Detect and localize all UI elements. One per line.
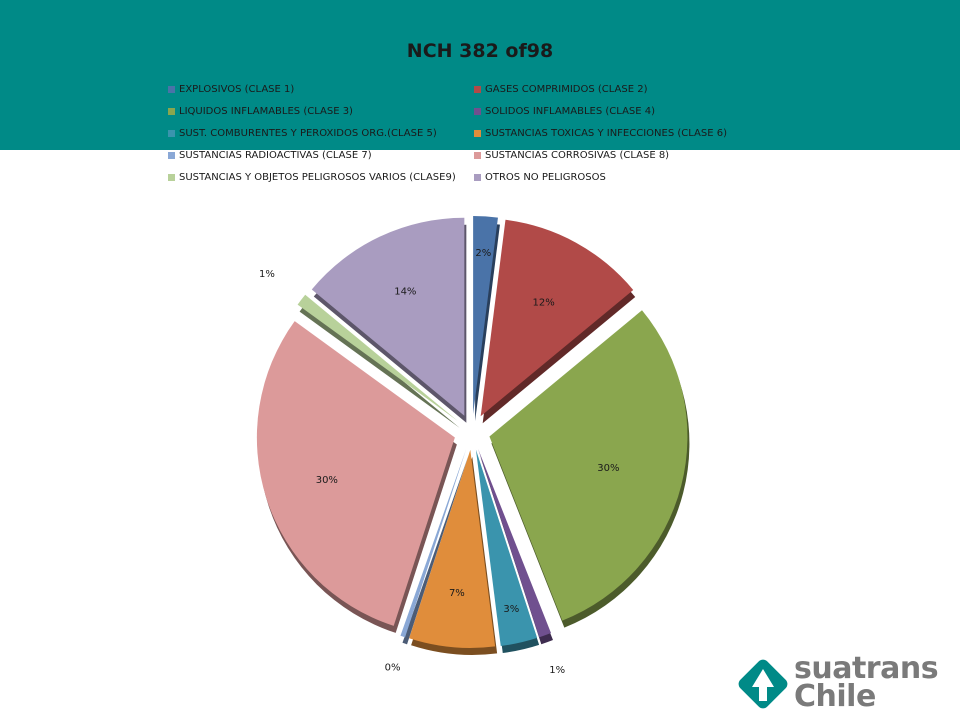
- legend-swatch: [168, 108, 175, 115]
- chart-legend: EXPLOSIVOS (CLASE 1) GASES COMPRIMIDOS (C…: [168, 82, 808, 185]
- legend-label: SOLIDOS INFLAMABLES (CLASE 4): [485, 106, 656, 117]
- legend-swatch: [474, 174, 481, 181]
- legend-item: SUSTANCIAS RADIOACTIVAS (CLASE 7): [168, 148, 474, 163]
- legend-swatch: [474, 108, 481, 115]
- pie-slice-top: [489, 310, 688, 621]
- pie-slice-top: [256, 321, 455, 626]
- pie-slice-top: [475, 449, 538, 647]
- legend-label: OTROS NO PELIGROSOS: [485, 172, 606, 183]
- legend-label: SUST. COMBURENTES Y PEROXIDOS ORG.(CLASE…: [179, 128, 437, 139]
- pie-data-label: 1%: [259, 269, 275, 280]
- legend-label: SUSTANCIAS TOXICAS Y INFECCIONES (CLASE …: [485, 128, 727, 139]
- legend-item: SUSTANCIAS CORROSIVAS (CLASE 8): [474, 148, 804, 163]
- legend-label: GASES COMPRIMIDOS (CLASE 2): [485, 84, 648, 95]
- legend-swatch: [168, 152, 175, 159]
- logo-diamond-icon: [738, 659, 788, 709]
- logo-text-bottom: Chile: [794, 679, 876, 714]
- legend-label: SUSTANCIAS Y OBJETOS PELIGROSOS VARIOS (…: [179, 172, 456, 183]
- legend-item: SUST. COMBURENTES Y PEROXIDOS ORG.(CLASE…: [168, 126, 474, 141]
- pie-data-label: 12%: [533, 298, 555, 309]
- legend-item: SUSTANCIAS Y OBJETOS PELIGROSOS VARIOS (…: [168, 170, 474, 185]
- pie-slice-side: [402, 456, 469, 645]
- pie-slice: [480, 219, 636, 424]
- legend-label: SUSTANCIAS CORROSIVAS (CLASE 8): [485, 150, 670, 161]
- suatrans-logo: suatrans Chile: [736, 651, 939, 715]
- pie-slice: [489, 310, 690, 628]
- pie-slice: [475, 449, 540, 654]
- pie-slice-top: [478, 448, 551, 638]
- legend-item: SOLIDOS INFLAMABLES (CLASE 4): [474, 104, 804, 119]
- legend-item: OTROS NO PELIGROSOS: [474, 170, 804, 185]
- legend-swatch: [168, 174, 175, 181]
- pie-slice: [400, 449, 469, 645]
- legend-swatch: [168, 86, 175, 93]
- pie-slice-top: [473, 216, 498, 415]
- pie-data-label: 30%: [316, 475, 338, 486]
- pie-data-label: 0%: [385, 663, 401, 674]
- pie-slice-top: [311, 217, 465, 416]
- legend-item: GASES COMPRIMIDOS (CLASE 2): [474, 82, 804, 97]
- pie-data-label: 30%: [597, 463, 619, 474]
- legend-item: SUSTANCIAS TOXICAS Y INFECCIONES (CLASE …: [474, 126, 804, 141]
- pie-slice: [297, 294, 460, 428]
- pie-data-label: 3%: [503, 604, 519, 615]
- pie-slice-top: [480, 219, 634, 417]
- legend-swatch: [474, 86, 481, 93]
- chart-title: NCH 382 of98: [406, 40, 554, 62]
- pie-slice-top: [297, 294, 458, 421]
- pie-slice: [409, 449, 498, 655]
- legend-swatch: [474, 130, 481, 137]
- pie-slice-top: [400, 449, 467, 638]
- pie-slice: [256, 321, 457, 633]
- pie-data-label: 7%: [449, 588, 465, 599]
- pie-slice: [478, 448, 553, 645]
- pie-data-label: 2%: [475, 248, 491, 259]
- pie-slice-top: [409, 449, 496, 648]
- pie-data-label: 1%: [549, 665, 565, 676]
- legend-label: SUSTANCIAS RADIOACTIVAS (CLASE 7): [179, 150, 372, 161]
- legend-swatch: [168, 130, 175, 137]
- legend-item: EXPLOSIVOS (CLASE 1): [168, 82, 474, 97]
- legend-item: LIQUIDOS INFLAMABLES (CLASE 3): [168, 104, 474, 119]
- legend-swatch: [474, 152, 481, 159]
- header-band: [0, 0, 960, 150]
- pie-data-label: 14%: [394, 286, 416, 297]
- pie-slice: [311, 217, 467, 423]
- legend-label: LIQUIDOS INFLAMABLES (CLASE 3): [179, 106, 353, 117]
- logo-text-top: suatrans: [794, 651, 939, 686]
- pie-slice: [473, 216, 500, 422]
- legend-label: EXPLOSIVOS (CLASE 1): [179, 84, 295, 95]
